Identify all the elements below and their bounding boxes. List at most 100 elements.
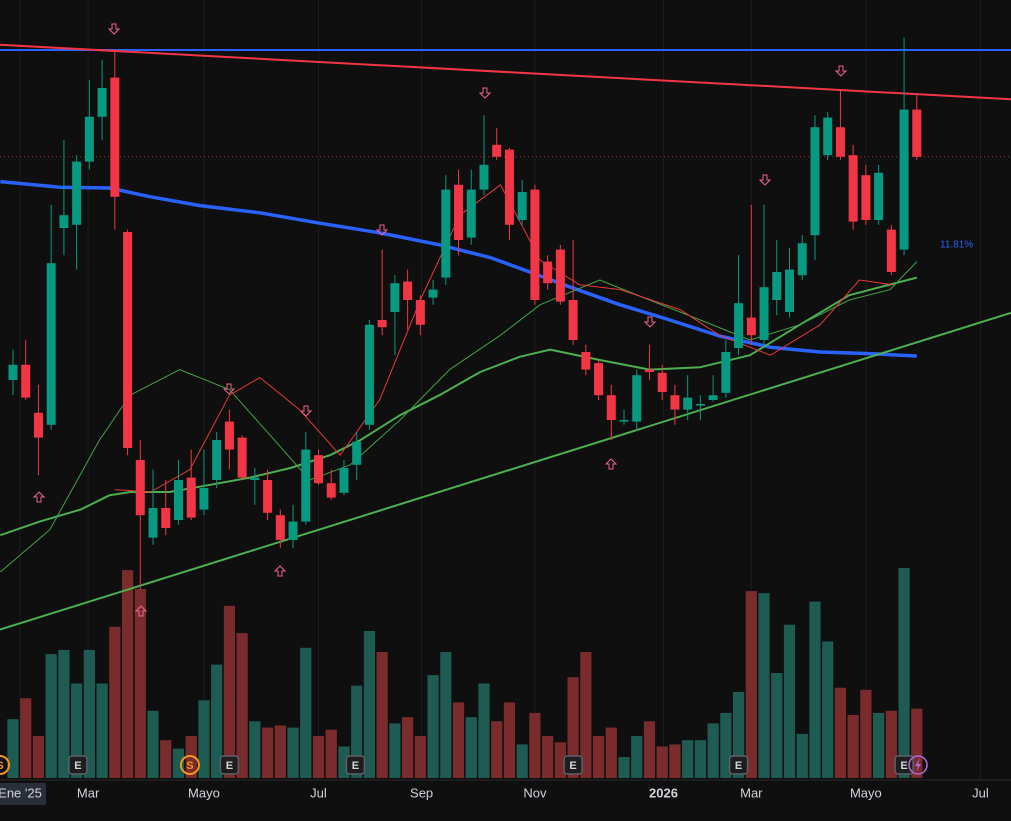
- candle-body: [441, 189, 451, 278]
- volume-bar: [605, 727, 617, 778]
- event-badge[interactable]: E: [894, 755, 914, 775]
- down-arrow: [299, 405, 313, 417]
- volume-bar: [860, 689, 872, 778]
- candle-body: [403, 281, 413, 300]
- candle-body: [390, 283, 400, 312]
- alert-circle: [908, 755, 928, 775]
- candles: [8, 37, 922, 590]
- candle-body: [263, 480, 273, 513]
- volume-bar: [261, 727, 274, 778]
- volume-bar: [402, 717, 414, 778]
- event-badge[interactable]: S: [179, 755, 200, 775]
- alert-icon[interactable]: [908, 755, 928, 775]
- candle-body: [899, 109, 909, 250]
- overlay-line: [0, 261, 918, 573]
- down-arrow: [643, 316, 657, 328]
- candle-body: [823, 117, 833, 156]
- candle-body: [313, 455, 323, 484]
- candle-body: [670, 395, 680, 410]
- x-axis-labels: Ene '25 Mar Mayo Jul Sep Nov 2026 Mar Mayo Jul: [0, 785, 989, 800]
- candle-body: [224, 421, 234, 450]
- candle-body: [8, 364, 18, 380]
- candle-body: [644, 369, 654, 372]
- candle-body: [555, 249, 565, 302]
- event-label: E: [569, 760, 576, 772]
- event-badge[interactable]: S: [0, 755, 10, 775]
- volume-bar: [83, 649, 95, 778]
- candle-body: [161, 508, 171, 528]
- volume-bar: [732, 691, 745, 778]
- event-box: [68, 755, 88, 775]
- candle-body: [46, 263, 56, 425]
- candle-body: [721, 352, 731, 393]
- volume-bar: [516, 744, 528, 778]
- up-arrow: [134, 605, 148, 617]
- candle-body: [657, 372, 667, 392]
- candle-body: [428, 289, 438, 298]
- overlay-line: [0, 311, 1011, 631]
- event-label: E: [352, 760, 359, 772]
- candle-body: [683, 397, 693, 410]
- volume-bar: [898, 568, 910, 778]
- event-badge[interactable]: E: [68, 755, 88, 775]
- x-tick-label: Mar: [740, 785, 763, 800]
- event-circle: [0, 755, 10, 775]
- candle-body: [581, 352, 591, 370]
- volume-bar: [656, 746, 668, 778]
- event-badge[interactable]: E: [345, 755, 366, 775]
- candle-body: [734, 303, 744, 348]
- event-badge[interactable]: E: [563, 755, 583, 775]
- event-badge[interactable]: E: [219, 755, 240, 775]
- volume-bar: [580, 652, 592, 778]
- event-label: S: [0, 760, 4, 772]
- volume-bar: [338, 746, 350, 778]
- overlay-line: [114, 184, 893, 493]
- volume-bar: [567, 677, 579, 778]
- candle-body: [72, 161, 82, 225]
- volume-bar: [631, 736, 643, 778]
- volume-bar: [71, 683, 83, 778]
- volume-bar: [911, 708, 923, 778]
- candle-body: [530, 189, 540, 300]
- volume-bar: [465, 717, 477, 778]
- volume-bar: [885, 710, 897, 778]
- volume-bar: [796, 733, 808, 778]
- candle-body: [543, 261, 553, 284]
- candle-body: [848, 155, 858, 222]
- event-box: [219, 755, 240, 775]
- candle-body: [415, 300, 425, 325]
- candle-body: [568, 300, 578, 340]
- down-arrow: [478, 87, 492, 99]
- volume-bar: [109, 626, 121, 778]
- candle-body: [785, 269, 795, 312]
- volume-bar: [211, 664, 223, 778]
- volume-bar: [618, 757, 630, 778]
- volume-bar: [542, 736, 554, 778]
- candle-body: [594, 363, 604, 396]
- volume-bar: [783, 624, 796, 778]
- volume-bar: [707, 723, 719, 778]
- volume-bar: [491, 721, 503, 778]
- event-label: S: [186, 760, 193, 772]
- down-arrow: [222, 383, 236, 395]
- candle-body: [59, 215, 69, 228]
- candle-body: [364, 324, 374, 425]
- x-tick-label: Jul: [310, 785, 327, 800]
- candle-body: [326, 483, 336, 498]
- volume-bar: [287, 727, 299, 778]
- candle-body: [797, 243, 807, 276]
- candle-body: [810, 127, 820, 236]
- candle-body: [123, 232, 133, 448]
- x-tick-label: Ene '25: [0, 785, 42, 800]
- candle-body: [84, 116, 94, 162]
- down-arrow: [758, 174, 772, 186]
- x-tick-label: Mar: [77, 785, 100, 800]
- event-badge[interactable]: E: [728, 755, 749, 775]
- candle-body: [746, 317, 756, 336]
- candle-body: [377, 320, 387, 328]
- candle-body: [517, 192, 527, 220]
- volume-bar: [554, 742, 566, 778]
- volume-bar: [134, 589, 146, 778]
